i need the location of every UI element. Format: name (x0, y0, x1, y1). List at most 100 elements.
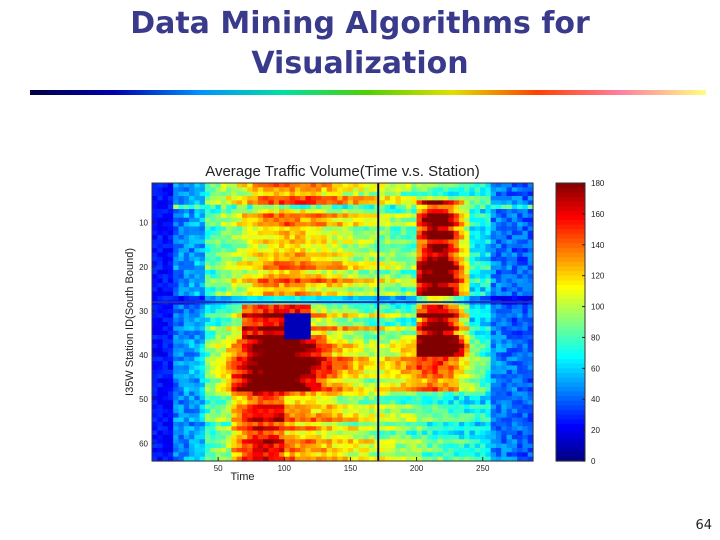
heatmap-cell (384, 265, 391, 271)
heatmap-cell (331, 187, 338, 193)
heatmap-cell (427, 335, 434, 340)
heatmap-cell (464, 391, 471, 397)
heatmap-cell (347, 378, 354, 384)
heatmap-cell (157, 434, 164, 440)
heatmap-cell (406, 430, 412, 436)
heatmap-cell (363, 352, 370, 358)
heatmap-cell (427, 439, 434, 445)
heatmap-cell (453, 291, 460, 297)
heatmap-cell (495, 269, 502, 275)
heatmap-cell (194, 430, 201, 436)
heatmap-cell (326, 391, 333, 397)
heatmap-cell (173, 374, 180, 380)
heatmap-cell (379, 295, 386, 301)
heatmap-cell (379, 430, 386, 436)
heatmap-cell (363, 322, 370, 327)
heatmap-cell (406, 421, 412, 427)
heatmap-cell (474, 356, 481, 362)
heatmap-cell (204, 287, 211, 293)
heatmap-cell (257, 395, 264, 401)
heatmap-cell (480, 256, 486, 262)
heatmap-cell (257, 204, 264, 210)
heatmap-cell (495, 456, 502, 462)
heatmap-cell (294, 274, 301, 280)
heatmap-cell (289, 330, 296, 336)
heatmap-cell (310, 226, 317, 232)
heatmap-cell (416, 287, 423, 293)
heatmap-cell (199, 335, 206, 340)
heatmap-cell (157, 313, 164, 319)
heatmap-cell (241, 313, 248, 319)
heatmap-cell (437, 378, 444, 384)
heatmap-cell (358, 369, 365, 375)
heatmap-cell (469, 391, 476, 397)
heatmap-cell (167, 291, 174, 297)
heatmap-cell (220, 356, 227, 362)
heatmap-cell (210, 395, 217, 401)
heatmap-cell (294, 408, 301, 414)
heatmap-cell (490, 235, 497, 241)
heatmap-cell (421, 217, 428, 223)
heatmap-cell (252, 400, 259, 406)
heatmap-cell (241, 217, 248, 223)
heatmap-cell (342, 361, 349, 367)
heatmap-cell (353, 408, 359, 414)
heatmap-cell (437, 256, 444, 262)
heatmap-cell (247, 421, 254, 427)
heatmap-cell (527, 209, 534, 214)
heatmap-cell (236, 282, 243, 288)
heatmap-cell (257, 326, 264, 332)
heatmap-cell (220, 404, 227, 410)
heatmap-cell (342, 417, 349, 423)
heatmap-cell (199, 430, 206, 436)
heatmap-cell (495, 304, 502, 310)
heatmap-cell (416, 356, 423, 362)
heatmap-cell (310, 413, 317, 419)
heatmap-cell (480, 447, 486, 453)
heatmap-cell (241, 352, 248, 358)
heatmap-cell (183, 308, 190, 314)
colorbar-segment (556, 224, 585, 230)
heatmap-cell (220, 378, 227, 384)
heatmap-cell (294, 343, 301, 349)
heatmap-cell (226, 252, 232, 258)
heatmap-cell (194, 265, 201, 271)
heatmap-cell (347, 421, 354, 427)
heatmap-cell (316, 217, 322, 223)
heatmap-cell (215, 330, 222, 336)
heatmap-cell (358, 317, 365, 323)
heatmap-cell (495, 408, 502, 414)
heatmap-cell (194, 421, 201, 427)
heatmap-cell (279, 408, 285, 414)
heatmap-cell (305, 369, 312, 375)
heatmap-cell (289, 252, 296, 258)
heatmap-cell (236, 378, 243, 384)
heatmap-cell (189, 330, 195, 336)
heatmap-cell (289, 452, 296, 458)
heatmap-cell (395, 265, 402, 271)
heatmap-cell (231, 278, 238, 284)
heatmap-cell (495, 222, 502, 228)
colorbar-segment (556, 391, 585, 397)
heatmap-cell (220, 317, 227, 323)
heatmap-cell (263, 369, 270, 375)
heatmap-cell (321, 269, 328, 275)
heatmap-cell (406, 335, 412, 340)
heatmap-cell (231, 209, 238, 214)
heatmap-cell (527, 374, 534, 380)
heatmap-cell (384, 243, 391, 249)
heatmap-cell (363, 443, 370, 449)
heatmap-cell (199, 413, 206, 419)
heatmap-cell (501, 426, 508, 432)
heatmap-cell (458, 439, 465, 445)
heatmap-cell (384, 304, 391, 310)
heatmap-cell (347, 291, 354, 297)
heatmap-cell (490, 391, 497, 397)
heatmap-cell (263, 235, 270, 241)
heatmap-cell (257, 295, 264, 301)
heatmap-cell (395, 200, 402, 206)
heatmap-cell (199, 304, 206, 310)
colorbar-segment (556, 326, 585, 332)
heatmap-cell (241, 278, 248, 284)
heatmap-cell (152, 265, 158, 271)
